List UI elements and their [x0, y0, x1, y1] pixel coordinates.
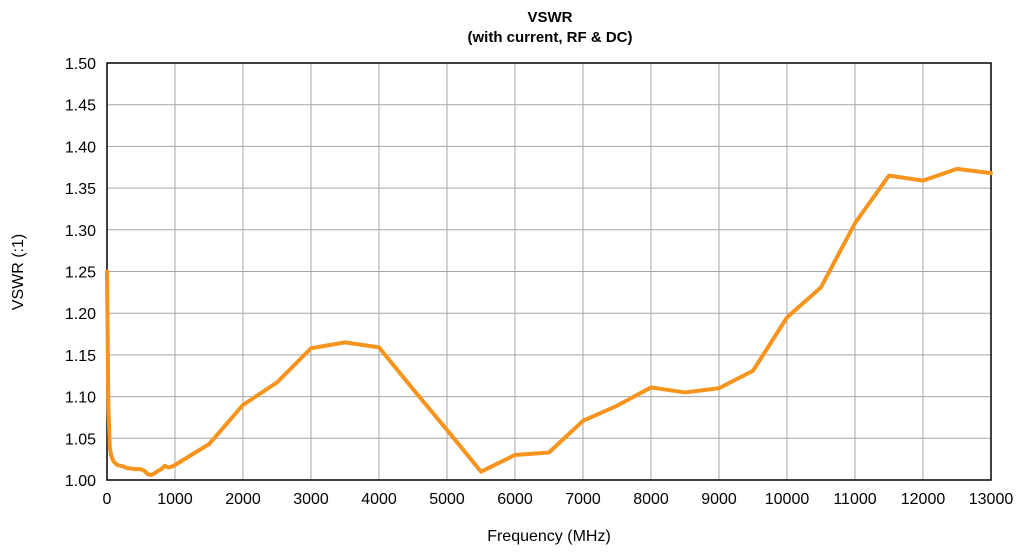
vswr-series-line [105, 166, 993, 477]
x-tick-label: 7000 [565, 491, 601, 508]
y-tick-label: 1.00 [65, 473, 96, 490]
x-tick-label: 9000 [701, 491, 737, 508]
x-tick-label: 10000 [765, 491, 810, 508]
series-layer [105, 166, 993, 477]
x-tick-labels: 0 1000 2000 3000 4000 5000 6000 7000 8000 9000 100… [103, 491, 1014, 508]
x-tick-label: 4000 [361, 491, 397, 508]
y-tick-label: 1.30 [65, 223, 96, 240]
x-tick-label: 12000 [901, 491, 946, 508]
x-tick-label: 13000 [969, 491, 1014, 508]
x-axis-label: Frequency (MHz) [487, 528, 611, 545]
y-tick-label: 1.50 [65, 56, 96, 73]
y-tick-label: 1.40 [65, 139, 96, 156]
y-tick-label: 1.10 [65, 390, 96, 407]
y-tick-label: 1.20 [65, 306, 96, 323]
y-tick-label: 1.15 [65, 348, 96, 365]
chart-title: VSWR [528, 9, 573, 26]
x-tick-label: 11000 [833, 491, 876, 508]
x-tick-label: 5000 [429, 491, 465, 508]
x-tick-label: 1000 [157, 491, 193, 508]
y-tick-label: 1.25 [65, 265, 96, 282]
x-tick-label: 3000 [293, 491, 329, 508]
y-tick-label: 1.05 [65, 431, 96, 448]
y-tick-label: 1.45 [65, 98, 96, 115]
y-axis-label: VSWR (:1) [10, 234, 27, 310]
y-tick-labels: 1.00 1.05 1.10 1.15 1.20 1.25 1.30 1.35 1.40 1.45… [65, 56, 96, 490]
x-tick-label: 0 [103, 491, 112, 508]
grid [106, 62, 992, 481]
x-tick-label: 2000 [225, 491, 261, 508]
x-tick-label: 8000 [633, 491, 669, 508]
chart-subtitle: (with current, RF & DC) [468, 29, 633, 46]
x-tick-label: 6000 [497, 491, 533, 508]
y-tick-label: 1.35 [65, 181, 96, 198]
